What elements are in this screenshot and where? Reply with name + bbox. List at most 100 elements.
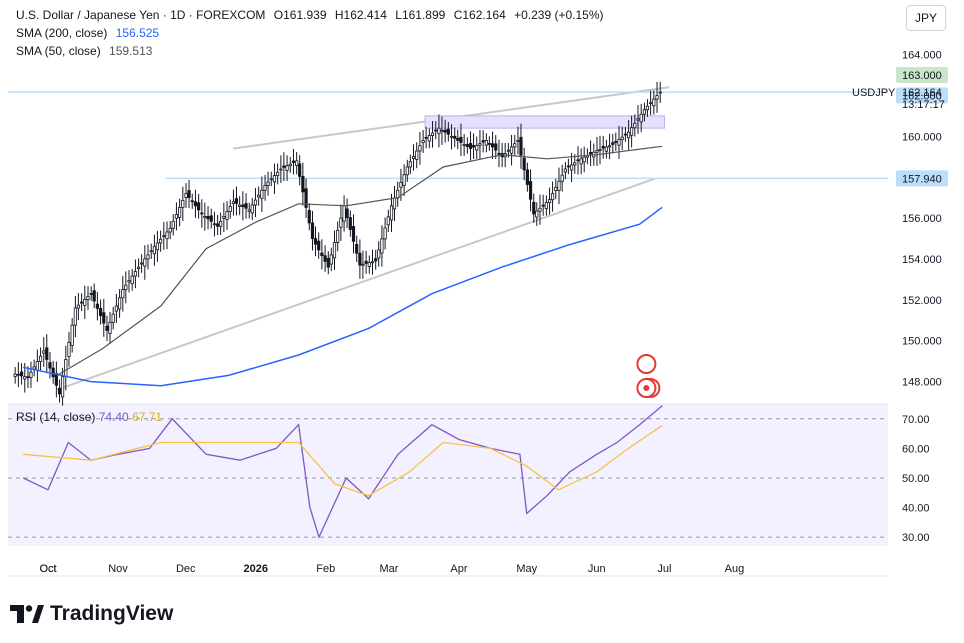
price-tag-box <box>896 87 948 104</box>
price-candle <box>92 290 96 302</box>
price-candle <box>535 210 539 218</box>
price-axis-tick: 152.000 <box>902 295 942 307</box>
price-candle <box>528 181 533 200</box>
price-candle <box>244 203 248 209</box>
price-candle <box>563 168 567 173</box>
symbol-tag-label: USDJPY <box>852 87 896 99</box>
price-candle <box>79 301 84 304</box>
price-candle <box>541 204 545 207</box>
time-axis-tick: Oct <box>39 563 56 575</box>
price-candle <box>19 371 24 377</box>
price-candle <box>152 246 157 255</box>
jp-event-dot-icon <box>643 385 650 391</box>
price-candle <box>639 113 643 123</box>
price-candle <box>181 200 185 208</box>
price-candle <box>272 175 277 183</box>
price-candle <box>140 262 144 265</box>
price-candle <box>95 303 99 309</box>
price-candle <box>288 163 292 167</box>
price-candle <box>307 210 311 224</box>
price-candle <box>206 216 210 220</box>
price-candle <box>370 261 375 264</box>
price-candle <box>519 136 523 156</box>
price-candle <box>554 187 558 191</box>
rsi-axis-tick: 40.00 <box>902 503 930 515</box>
current-price-label: 162.164 <box>902 87 942 99</box>
price-candle <box>86 296 90 300</box>
price-candle <box>497 152 501 155</box>
time-axis-tick: Oct <box>39 563 56 575</box>
us-event-icon <box>636 354 657 374</box>
sma200-legend[interactable]: SMA (200, close) 156.525 <box>16 26 164 40</box>
rsi-ma-value: 67.71 <box>132 410 163 424</box>
brand-name: TradingView <box>50 602 174 625</box>
rsi-panel-background <box>8 404 888 546</box>
price-candle <box>285 165 289 171</box>
price-candle <box>623 133 628 136</box>
price-candle <box>509 146 514 154</box>
price-candle <box>168 227 172 233</box>
price-candle <box>57 387 62 395</box>
price-candle <box>212 223 217 226</box>
time-axis-tick: Aug <box>725 563 745 575</box>
price-candle <box>313 238 318 245</box>
price-candle <box>588 152 593 155</box>
price-candle <box>478 143 482 146</box>
price-candle <box>484 140 488 146</box>
price-candle <box>257 194 261 198</box>
price-candle <box>440 129 444 132</box>
rsi-axis-tick: 30.00 <box>902 532 930 544</box>
price-candle <box>247 209 251 212</box>
currency-button[interactable]: JPY <box>906 5 946 31</box>
price-candle <box>291 160 296 163</box>
open-value: 161.939 <box>283 8 327 22</box>
price-candle <box>260 189 264 199</box>
sma50-line <box>56 145 663 376</box>
price-candle <box>317 240 321 251</box>
high-label: H <box>334 8 344 22</box>
price-candle <box>386 216 390 226</box>
price-candle <box>184 193 188 198</box>
price-candle <box>446 128 450 135</box>
price-candle <box>155 242 160 251</box>
price-candle <box>582 156 586 163</box>
price-candle <box>389 205 394 221</box>
price-candle <box>124 284 128 290</box>
rsi-legend[interactable]: RSI (14, close) 74.40 67.71 <box>16 410 162 424</box>
close-label: C <box>453 8 463 22</box>
price-candle <box>228 206 232 212</box>
price-candle <box>197 202 201 211</box>
sma50-value: 159.513 <box>109 44 153 58</box>
price-candle <box>45 347 49 360</box>
sma200-value: 156.525 <box>115 26 160 40</box>
sma50-legend[interactable]: SMA (50, close) 159.513 <box>16 44 157 58</box>
price-candle <box>209 215 213 222</box>
price-candle <box>601 145 605 149</box>
low-label: L <box>395 8 402 22</box>
price-candle <box>374 258 378 262</box>
price-candle <box>266 181 270 186</box>
tradingview-logo[interactable]: TradingView <box>10 602 173 626</box>
price-candle <box>263 184 267 191</box>
price-candle <box>342 205 346 222</box>
price-candle <box>513 143 517 148</box>
price-candle <box>427 135 431 142</box>
price-candle <box>383 227 387 240</box>
price-candle <box>114 305 118 312</box>
price-candle <box>162 235 166 238</box>
price-candle <box>468 143 473 149</box>
price-candle <box>655 95 659 100</box>
price-candle <box>569 164 574 171</box>
price-candle <box>203 216 207 218</box>
price-candle <box>506 149 510 152</box>
price-candle <box>48 362 52 369</box>
price-candle <box>121 289 125 299</box>
price-candle <box>193 201 198 207</box>
price-candle <box>627 131 631 139</box>
price-candle <box>137 266 141 269</box>
rsi-value: 74.40 <box>98 410 129 424</box>
price-candle <box>364 260 368 264</box>
time-axis-tick: Feb <box>316 563 335 575</box>
price-candle <box>146 254 150 260</box>
